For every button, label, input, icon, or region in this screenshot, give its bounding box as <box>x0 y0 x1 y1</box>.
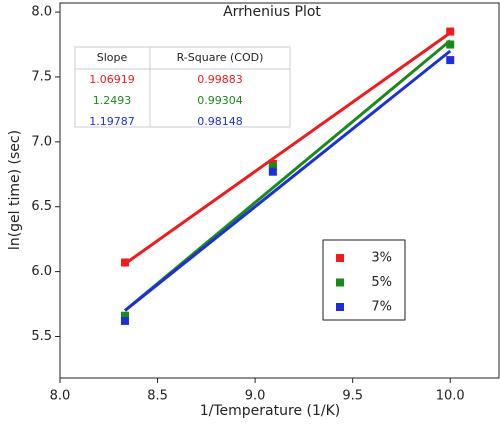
plot-frame <box>59 2 500 379</box>
x-tick-label: 8.5 <box>147 389 168 404</box>
point <box>268 162 277 171</box>
point <box>446 27 455 36</box>
point <box>446 40 455 49</box>
chart-title: Arrhenius Plot <box>223 4 321 20</box>
stats-table <box>74 46 291 128</box>
legend-marker <box>336 278 344 287</box>
y-tick-label: 7.5 <box>31 69 52 84</box>
point <box>120 258 129 267</box>
y-tick-label: 6.0 <box>31 264 52 279</box>
table-header: R-Square (COD) <box>177 51 264 64</box>
fit-line <box>124 49 452 312</box>
table-cell: 1.2493 <box>93 94 132 107</box>
point <box>120 316 129 325</box>
legend-label: 7% <box>371 300 392 315</box>
y-tick-label: 6.5 <box>31 199 52 214</box>
y-tick-label: 7.0 <box>31 134 52 149</box>
table-cell: 0.99304 <box>197 94 243 107</box>
point <box>120 311 129 320</box>
table-cell: 0.99883 <box>197 73 243 86</box>
table-header: Slope <box>97 51 128 64</box>
y-tick-label: 8.0 <box>31 5 52 20</box>
legend-label: 5% <box>371 275 392 290</box>
table-cell: 1.06919 <box>89 73 135 86</box>
legend-marker <box>336 303 344 311</box>
table-cell: 1.19787 <box>89 115 135 128</box>
y-tick-label: 5.5 <box>31 329 52 344</box>
x-tick-label: 9.5 <box>342 389 363 404</box>
x-axis-label: 1/Temperature (1/K) <box>200 403 341 419</box>
table-cell: 0.98148 <box>197 115 243 128</box>
x-tick-label: 10.0 <box>436 389 465 404</box>
x-tick-label: 8.0 <box>50 389 71 404</box>
legend-marker <box>336 254 344 262</box>
x-tick-label: 9.0 <box>245 389 266 404</box>
fit-line <box>124 31 452 266</box>
legend <box>322 239 406 321</box>
point <box>268 167 277 176</box>
legend-label: 3% <box>371 251 392 266</box>
y-axis-label: ln(gel time) (sec) <box>7 130 23 250</box>
point <box>446 56 455 65</box>
